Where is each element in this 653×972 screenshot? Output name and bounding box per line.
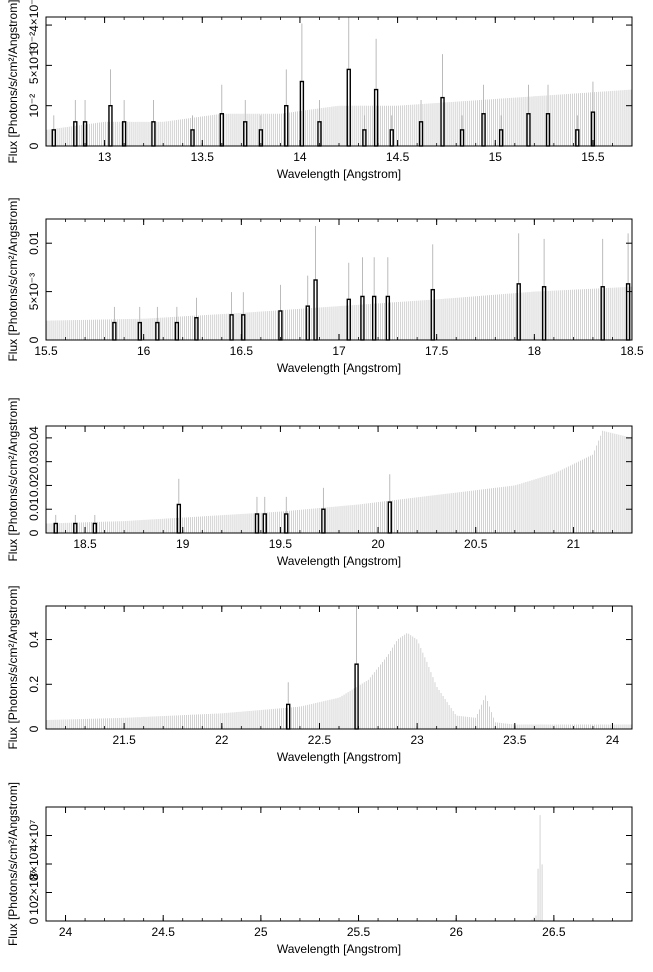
- x-tick-label: 18.5: [620, 344, 644, 358]
- y-tick-label: 4×10⁷: [27, 820, 41, 851]
- data-bar: [174, 321, 180, 341]
- data-bar: [284, 513, 289, 534]
- y-tick-label: 8×10⁷: [27, 848, 41, 879]
- x-axis-label: Wavelength [Angstrom]: [277, 750, 401, 764]
- y-tick-label: 0: [27, 336, 41, 343]
- y-tick-label: 0.01: [27, 231, 41, 255]
- y-tick-label: 0.03: [27, 450, 41, 474]
- data-bar: [354, 663, 359, 730]
- data-bar: [92, 522, 98, 534]
- data-bar: [526, 113, 531, 147]
- y-tick-label: 0: [27, 725, 41, 732]
- x-axis-label: Wavelength [Angstrom]: [277, 554, 401, 568]
- x-tick-label: 16.5: [230, 344, 254, 358]
- x-tick-label: 15.5: [581, 150, 605, 164]
- x-axis-label: Wavelength [Angstrom]: [277, 942, 401, 956]
- data-bar: [498, 129, 504, 147]
- data-bar: [278, 310, 283, 341]
- plot-frame: [45, 605, 633, 730]
- x-tick-label: 25.5: [347, 925, 371, 939]
- x-tick-label: 23: [410, 733, 424, 747]
- data-bar: [151, 121, 156, 147]
- data-bar: [284, 104, 289, 147]
- data-bar: [387, 501, 392, 534]
- y-tick-label: 0: [27, 529, 41, 536]
- plot-frame: [45, 806, 633, 922]
- y-tick-label: 0.02: [27, 473, 41, 497]
- y-tick-label: 5×10⁻³: [27, 273, 41, 310]
- data-bar: [459, 129, 465, 147]
- x-tick-label: 15: [489, 150, 503, 164]
- data-bar: [440, 96, 445, 147]
- y-tick-label: 10⁻²: [27, 94, 41, 118]
- y-axis-label: Flux [Photons/s/cm²/Angstrom]: [6, 397, 20, 561]
- data-bar: [219, 113, 225, 147]
- chart-panel-3: 18.5 19 19.5 20 20.5 21 0 0.010.020.030.04 Wavel…: [6, 397, 633, 568]
- x-tick-label: 18.5: [73, 537, 97, 551]
- x-tick-label: 17: [332, 344, 346, 358]
- data-bar: [575, 129, 580, 147]
- y-axis-label: Flux [Photons/s/cm²/Angstrom]: [6, 0, 20, 164]
- x-tick-label: 16: [137, 344, 151, 358]
- x-tick-label: 24: [59, 925, 73, 939]
- y-tick-label: 0: [27, 142, 41, 149]
- data-bar: [112, 321, 117, 341]
- x-tick-label: 20.5: [464, 537, 488, 551]
- x-tick-label: 19.5: [269, 537, 293, 551]
- chart-panel-1: 13 13.5 14 14.5 15 15.5 0 10⁻² 5×10⁻³10⁻²4×10⁻³ W…: [6, 0, 633, 181]
- data-bar: [346, 68, 351, 147]
- data-bar: [229, 314, 234, 341]
- x-tick-label: 24: [606, 733, 620, 747]
- x-tick-label: 14: [293, 150, 307, 164]
- y-tick-label: 0.01: [27, 497, 41, 521]
- y-axis-label: Flux [Photons/s/cm²/Angstrom]: [6, 782, 20, 946]
- x-tick-label: 18: [528, 344, 542, 358]
- y-tick-label: 0.04: [27, 426, 41, 450]
- data-bar: [389, 129, 394, 147]
- data-bar: [176, 503, 182, 534]
- data-bar: [51, 129, 57, 147]
- x-tick-label: 13.5: [191, 150, 215, 164]
- x-tick-label: 13: [98, 150, 112, 164]
- data-bar: [346, 298, 351, 341]
- x-tick-label: 24.5: [152, 925, 176, 939]
- data-bar: [625, 283, 631, 341]
- x-tick-label: 26: [450, 925, 464, 939]
- x-tick-label: 17.5: [425, 344, 449, 358]
- x-tick-label: 19: [176, 537, 190, 551]
- y-tick-label: 0: [27, 917, 41, 924]
- y-tick-label: 5×10⁻³: [27, 47, 41, 84]
- y-axis-label: Flux [Photons/s/cm²/Angstrom]: [6, 197, 20, 361]
- x-tick-label: 22: [215, 733, 229, 747]
- data-bar: [108, 104, 113, 147]
- data-bar: [516, 283, 521, 341]
- y-tick-label: 0.2: [27, 676, 41, 693]
- data-bar: [321, 508, 326, 534]
- x-tick-label: 26.5: [542, 925, 566, 939]
- chart-panel-4: 21.5 22 22.5 23 23.5 24 0 0.2 0.4 Wavelength [Ang…: [6, 585, 633, 764]
- y-tick-label: 102×10⁷: [27, 870, 41, 915]
- x-tick-label: 22.5: [308, 733, 332, 747]
- x-tick-label: 20: [371, 537, 385, 551]
- x-tick-label: 21.5: [112, 733, 136, 747]
- chart-panel-2: 15.5 16 16.5 17 17.5 18 18.5 0 5×10⁻³ 0.01 Wavelen…: [6, 197, 644, 375]
- y-tick-label: 0.4: [27, 631, 41, 648]
- data-bar: [385, 295, 391, 341]
- data-bar: [286, 703, 291, 730]
- data-bar: [262, 513, 267, 534]
- x-tick-label: 14.5: [386, 150, 410, 164]
- x-axis-label: Wavelength [Angstrom]: [277, 167, 401, 181]
- x-tick-label: 23.5: [503, 733, 527, 747]
- data-bar: [53, 522, 58, 534]
- data-bar: [155, 321, 160, 341]
- y-tick-label: 10⁻²4×10⁻³: [27, 0, 41, 56]
- x-axis-label: Wavelength [Angstrom]: [277, 361, 401, 375]
- x-tick-label: 21: [567, 537, 581, 551]
- x-tick-label: 15.5: [34, 344, 58, 358]
- x-tick-label: 25: [254, 925, 268, 939]
- y-axis-label: Flux [Photons/s/cm²/Angstrom]: [6, 585, 20, 749]
